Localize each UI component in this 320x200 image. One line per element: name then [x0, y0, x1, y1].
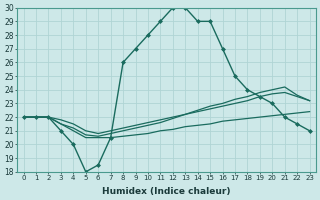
- X-axis label: Humidex (Indice chaleur): Humidex (Indice chaleur): [102, 187, 231, 196]
